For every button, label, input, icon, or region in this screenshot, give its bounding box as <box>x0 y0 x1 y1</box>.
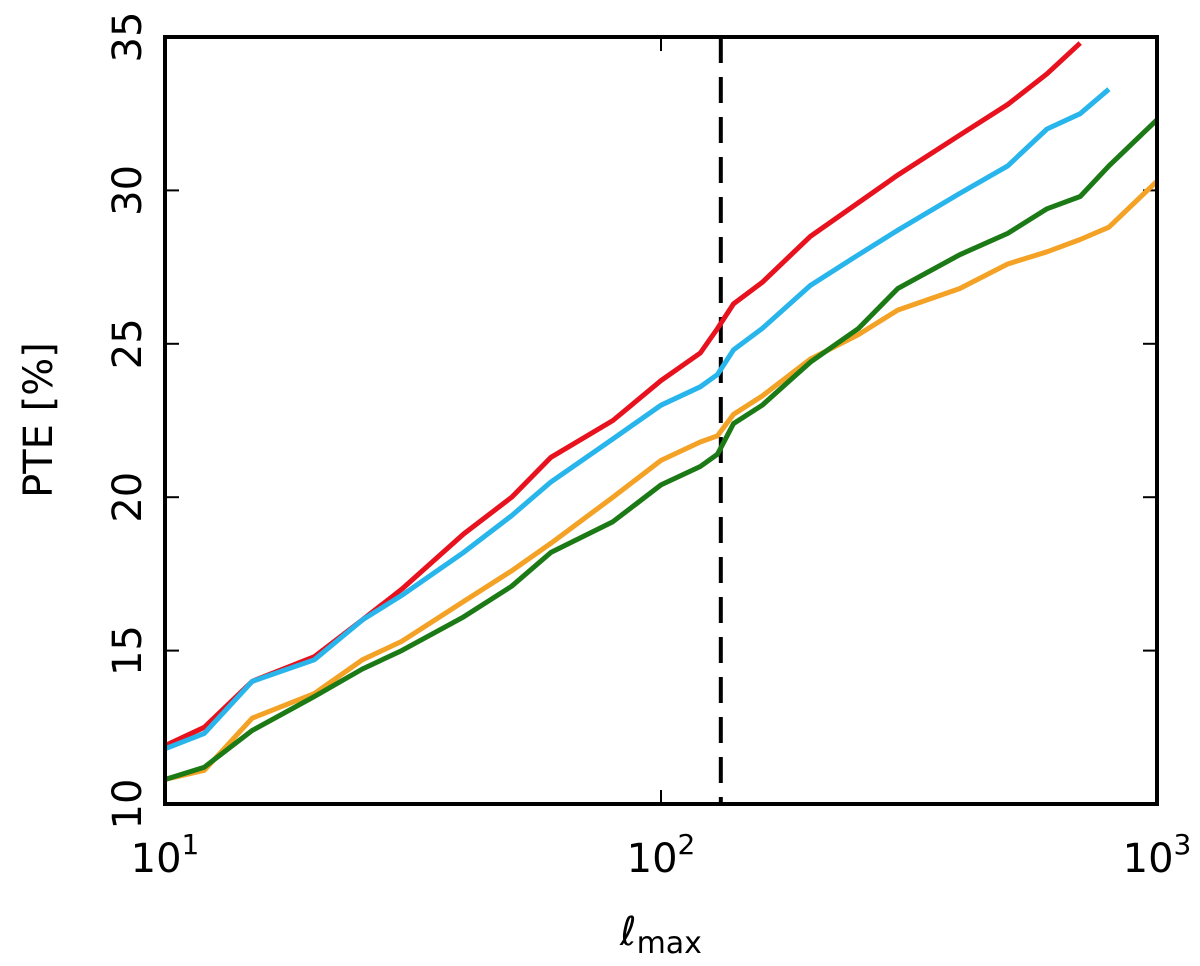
series-line <box>164 179 1159 782</box>
x-axis-label-sub: max <box>637 926 702 961</box>
series-line <box>164 117 1159 782</box>
y-tick-label: 30 <box>105 165 151 216</box>
x-tick-label: 101 <box>131 828 200 882</box>
y-tick-label: 10 <box>105 779 151 830</box>
x-tick-label: 102 <box>627 828 696 882</box>
x-axis-label: ℓmax <box>619 909 702 961</box>
y-tick-label: 15 <box>105 625 151 676</box>
series-line <box>164 87 1111 752</box>
x-tick-base: 10 <box>131 836 182 882</box>
y-axis-label: PTE [%] <box>16 342 62 498</box>
series-line <box>163 41 1082 748</box>
x-tick-exponent: 1 <box>182 828 200 861</box>
x-axis-label-main: ℓ <box>619 909 637 955</box>
y-tick-label: 20 <box>105 472 151 523</box>
x-tick-exponent: 3 <box>1174 828 1192 861</box>
x-tick-base: 10 <box>627 836 678 882</box>
x-tick-base: 10 <box>1123 836 1174 882</box>
x-tick-exponent: 2 <box>678 828 696 861</box>
y-tick-label: 35 <box>105 12 151 63</box>
x-tick-label: 103 <box>1123 828 1192 882</box>
y-tick-label: 25 <box>105 318 151 369</box>
plot-frame <box>163 35 1159 806</box>
